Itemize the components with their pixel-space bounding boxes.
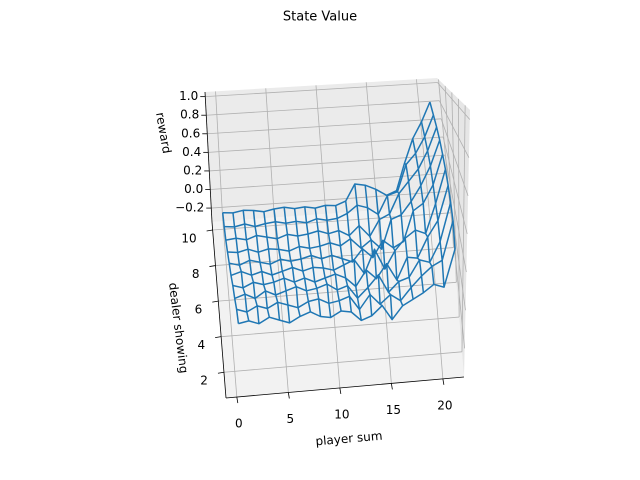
wire-column xyxy=(403,162,425,293)
wire-column xyxy=(429,101,456,250)
x-axis-label: player sum xyxy=(315,429,383,449)
wire-row xyxy=(238,248,456,325)
x-tick-label: 15 xyxy=(386,403,401,417)
z-grid-line xyxy=(206,100,440,116)
y-axis-line xyxy=(211,221,227,399)
z-tick-label: 0.2 xyxy=(183,163,202,177)
y-tick-mark xyxy=(209,265,216,267)
z-grid-line xyxy=(207,118,442,135)
y-grid-line xyxy=(458,98,460,318)
wire-column xyxy=(344,201,363,321)
x-tick-mark xyxy=(442,378,445,385)
z-grid-line xyxy=(211,190,449,209)
x-tick-mark xyxy=(339,387,342,395)
wire-row xyxy=(222,101,431,214)
y-tick-label: 6 xyxy=(195,303,203,317)
wire-column xyxy=(221,212,240,324)
wire-column xyxy=(354,183,373,316)
x-grid-line xyxy=(428,206,444,379)
z-grid-line xyxy=(437,82,471,120)
wire-column xyxy=(324,205,342,312)
y-grid-line xyxy=(221,316,460,338)
wire-column xyxy=(395,190,414,300)
x-tick-label: 20 xyxy=(437,398,452,412)
y-grid-line xyxy=(461,105,466,352)
wire-row xyxy=(224,114,435,228)
wire-row xyxy=(227,139,441,254)
x-grid-line xyxy=(265,88,275,218)
z-tick-label: −0.2 xyxy=(175,201,204,215)
x-tick-label: 5 xyxy=(287,412,295,426)
wire-column xyxy=(420,121,445,288)
wire-column xyxy=(293,208,312,312)
z-grid-line xyxy=(444,155,467,273)
y-grid-line xyxy=(444,85,454,248)
wire-column xyxy=(283,207,301,317)
x-tick-mark xyxy=(390,383,393,390)
y-tick-mark xyxy=(215,336,222,339)
chart-title: State Value xyxy=(283,10,357,25)
y-tick-label: 2 xyxy=(200,374,208,388)
wire-column xyxy=(232,212,250,322)
wire-row xyxy=(234,202,452,300)
z-grid-line xyxy=(442,136,468,235)
wire-column xyxy=(334,205,353,313)
y-tick-label: 8 xyxy=(192,267,200,281)
x-grid-line xyxy=(273,217,289,393)
x-grid-line xyxy=(376,210,392,384)
y-tick-label: 10 xyxy=(181,232,196,246)
wire-column xyxy=(242,210,260,324)
x-tick-mark xyxy=(236,396,239,404)
wire-row xyxy=(225,126,438,241)
wire-row xyxy=(229,153,444,266)
x-grid-line xyxy=(222,221,238,398)
wire-column xyxy=(386,194,404,306)
wire-row xyxy=(232,185,449,289)
z-tick-label: 1.0 xyxy=(179,89,198,103)
y-grid-line xyxy=(223,351,462,373)
x-grid-line xyxy=(416,79,430,207)
x-axis-line xyxy=(225,376,465,399)
wire-column xyxy=(411,138,435,285)
y-tick-label: 4 xyxy=(197,338,205,352)
wire-column xyxy=(273,208,291,323)
z-grid-line xyxy=(448,191,466,349)
z-grid-line xyxy=(208,136,444,153)
y-tick-mark xyxy=(217,371,225,374)
x-tick-mark xyxy=(287,392,290,399)
z-axis-line xyxy=(204,91,213,223)
y-tick-mark xyxy=(212,300,219,303)
z-tick-label: 0.0 xyxy=(184,182,203,196)
wire-row xyxy=(230,169,447,277)
z-grid-line xyxy=(205,82,438,98)
z-tick-label: 0.6 xyxy=(181,126,200,140)
wire-column xyxy=(364,185,383,307)
z-grid-line xyxy=(440,118,469,196)
x-grid-line xyxy=(215,91,224,222)
x-grid-line xyxy=(315,85,327,214)
y-grid-line xyxy=(451,92,457,283)
wire-column xyxy=(263,211,281,321)
x-tick-label: 10 xyxy=(334,407,349,421)
wire-column xyxy=(252,210,271,318)
y-tick-mark xyxy=(206,229,213,232)
z-tick-label: 0.8 xyxy=(180,108,199,122)
wire-column xyxy=(375,189,393,320)
wire-column xyxy=(314,208,332,318)
z-tick-label: 0.4 xyxy=(182,145,201,159)
x-tick-label: 0 xyxy=(235,417,243,431)
wire-column xyxy=(304,206,322,317)
z-grid-line xyxy=(438,100,470,158)
wire-row xyxy=(236,220,454,313)
